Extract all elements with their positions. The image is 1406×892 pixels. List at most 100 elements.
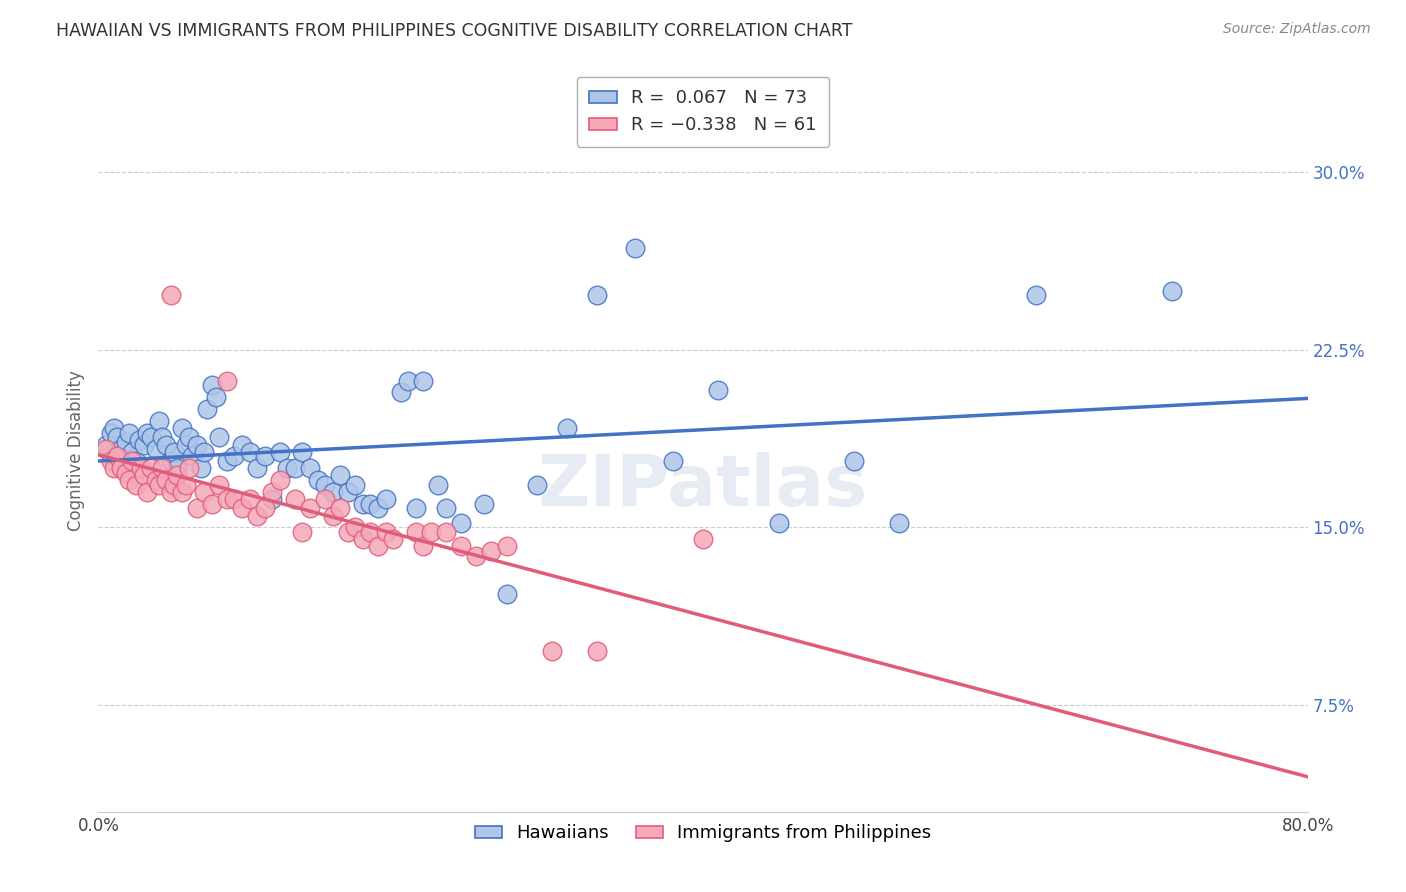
Point <box>121 444 143 458</box>
Point <box>360 525 382 540</box>
Point <box>405 525 427 540</box>
Point <box>103 421 125 435</box>
Y-axis label: Cognitive Disability: Cognitive Disability <box>66 370 84 531</box>
Point <box>193 444 215 458</box>
Point <box>118 473 141 487</box>
Point <box>299 461 322 475</box>
Point <box>434 501 457 516</box>
Point <box>110 442 132 457</box>
Point <box>100 425 122 440</box>
Legend: Hawaiians, Immigrants from Philippines: Hawaiians, Immigrants from Philippines <box>467 817 939 850</box>
Point <box>526 478 548 492</box>
Point <box>215 491 238 506</box>
Point <box>135 425 157 440</box>
Point <box>314 491 336 506</box>
Point <box>624 241 647 255</box>
Text: HAWAIIAN VS IMMIGRANTS FROM PHILIPPINES COGNITIVE DISABILITY CORRELATION CHART: HAWAIIAN VS IMMIGRANTS FROM PHILIPPINES … <box>56 22 853 40</box>
Point <box>174 478 197 492</box>
Point <box>160 454 183 468</box>
Point <box>224 450 246 464</box>
Point <box>481 544 503 558</box>
Point <box>125 454 148 468</box>
Point <box>148 478 170 492</box>
Point <box>276 461 298 475</box>
Point <box>160 484 183 499</box>
Point <box>253 450 276 464</box>
Point <box>215 454 238 468</box>
Point <box>166 468 188 483</box>
Point <box>427 478 450 492</box>
Point <box>118 425 141 440</box>
Point <box>105 430 128 444</box>
Point <box>307 473 329 487</box>
Point <box>299 501 322 516</box>
Point <box>412 540 434 554</box>
Point <box>322 508 344 523</box>
Point <box>352 497 374 511</box>
Point <box>181 450 204 464</box>
Point <box>336 525 359 540</box>
Point <box>94 437 117 451</box>
Point <box>129 461 152 475</box>
Point <box>495 587 517 601</box>
Point <box>329 468 352 483</box>
Point <box>586 288 609 302</box>
Text: Source: ZipAtlas.com: Source: ZipAtlas.com <box>1223 22 1371 37</box>
Point <box>148 414 170 428</box>
Point <box>239 444 262 458</box>
Point <box>1024 288 1046 302</box>
Point <box>121 454 143 468</box>
Point <box>555 421 578 435</box>
Point <box>246 508 269 523</box>
Point <box>396 374 419 388</box>
Point <box>329 501 352 516</box>
Point <box>374 525 396 540</box>
Point <box>125 478 148 492</box>
Point <box>166 461 188 475</box>
Point <box>367 540 389 554</box>
Point <box>253 501 276 516</box>
Point <box>155 473 177 487</box>
Point <box>322 484 344 499</box>
Point <box>284 491 307 506</box>
Point <box>201 378 224 392</box>
Point <box>246 461 269 475</box>
Point <box>186 437 208 451</box>
Point <box>495 540 517 554</box>
Point <box>94 442 117 457</box>
Point <box>103 461 125 475</box>
Point <box>336 484 359 499</box>
Point <box>132 468 155 483</box>
Point <box>135 484 157 499</box>
Point <box>472 497 495 511</box>
Point <box>231 437 253 451</box>
Point <box>160 288 183 302</box>
Point <box>269 444 291 458</box>
Point <box>412 374 434 388</box>
Point <box>889 516 911 530</box>
Point <box>132 437 155 451</box>
Point <box>141 461 163 475</box>
Point <box>405 501 427 516</box>
Point <box>367 501 389 516</box>
Point <box>163 478 186 492</box>
Point <box>155 437 177 451</box>
Point <box>389 385 412 400</box>
Point <box>382 533 405 547</box>
Point <box>360 497 382 511</box>
Point <box>100 454 122 468</box>
Point <box>179 461 201 475</box>
Point <box>150 461 173 475</box>
Point <box>195 402 218 417</box>
Point <box>768 516 790 530</box>
Point <box>465 549 488 563</box>
Point <box>150 430 173 444</box>
Point <box>193 484 215 499</box>
Point <box>540 643 562 657</box>
Point <box>262 491 284 506</box>
Point <box>128 433 150 447</box>
Point <box>844 454 866 468</box>
Point <box>163 444 186 458</box>
Point <box>170 484 193 499</box>
Point <box>262 484 284 499</box>
